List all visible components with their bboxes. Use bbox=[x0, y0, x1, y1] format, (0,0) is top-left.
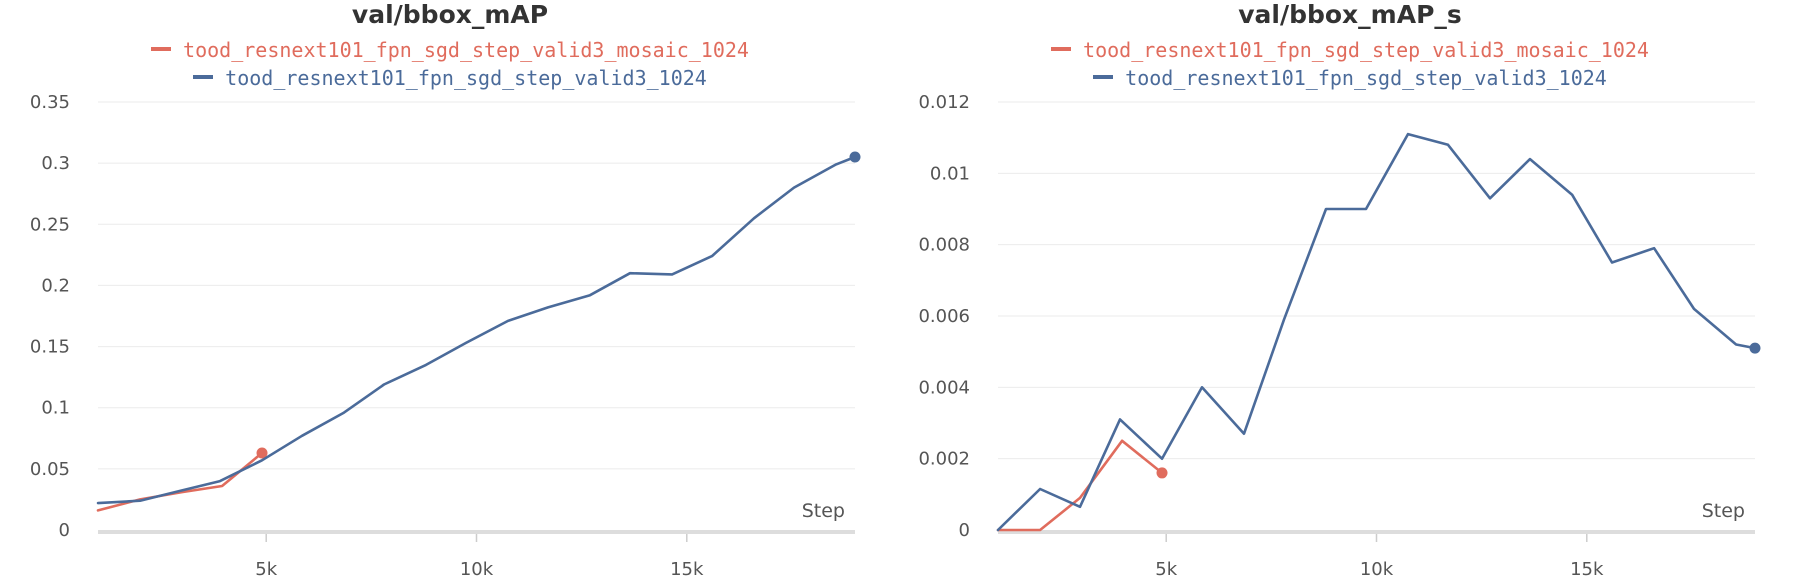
legend-label: tood_resnext101_fpn_sgd_step_valid3_mosa… bbox=[183, 38, 749, 62]
y-tick-label: 0.008 bbox=[918, 235, 970, 256]
chart-panel-bbox-map: val/bbox_mAP tood_resnext101_fpn_sgd_ste… bbox=[0, 0, 900, 585]
legend-entry-mosaic[interactable]: tood_resnext101_fpn_sgd_step_valid3_mosa… bbox=[900, 36, 1800, 64]
series-line-0 bbox=[996, 439, 1164, 532]
series-end-point-0 bbox=[1156, 467, 1168, 479]
y-tick-label: 0.15 bbox=[30, 337, 70, 358]
series-end-point-0 bbox=[256, 447, 268, 459]
legend-entry-baseline[interactable]: tood_resnext101_fpn_sgd_step_valid3_1024 bbox=[900, 64, 1800, 92]
legend-swatch-icon bbox=[1093, 74, 1114, 79]
plot-area[interactable]: 0 0.05 0.1 0.15 0.2 0.25 0.3 0.35 5k 10k 15k Step bbox=[0, 0, 900, 585]
series-end-point-1 bbox=[1749, 342, 1761, 354]
legend-entry-baseline[interactable]: tood_resnext101_fpn_sgd_step_valid3_1024 bbox=[0, 64, 900, 92]
series-line-1 bbox=[96, 155, 857, 505]
series-end-point-1 bbox=[849, 151, 861, 163]
y-tick-label: 0 bbox=[959, 520, 970, 541]
y-tick-label: 0.01 bbox=[930, 163, 970, 184]
legend-swatch-icon bbox=[1051, 46, 1072, 51]
x-axis-label: Step bbox=[802, 500, 845, 522]
legend-label: tood_resnext101_fpn_sgd_step_valid3_mosa… bbox=[1083, 38, 1649, 62]
x-axis-label: Step bbox=[1702, 500, 1745, 522]
legend: tood_resnext101_fpn_sgd_step_valid3_mosa… bbox=[0, 36, 900, 92]
x-tick-label: 15k bbox=[670, 559, 704, 580]
chart-title: val/bbox_mAP_s bbox=[1238, 0, 1462, 29]
y-tick-label: 0 bbox=[59, 520, 70, 541]
x-tick-label: 5k bbox=[1155, 559, 1177, 580]
y-tick-label: 0.2 bbox=[41, 275, 70, 296]
series-line-0 bbox=[96, 451, 264, 512]
y-tick-label: 0.002 bbox=[918, 449, 970, 470]
y-tick-label: 0.006 bbox=[918, 306, 970, 327]
x-tick-label: 15k bbox=[1570, 559, 1604, 580]
y-tick-label: 0.012 bbox=[918, 92, 970, 113]
y-tick-label: 0.25 bbox=[30, 214, 70, 235]
legend-label: tood_resnext101_fpn_sgd_step_valid3_1024 bbox=[1125, 66, 1607, 90]
y-tick-label: 0.05 bbox=[30, 459, 70, 480]
y-tick-label: 0.004 bbox=[918, 377, 970, 398]
y-tick-label: 0.1 bbox=[41, 398, 70, 419]
plot-area[interactable]: 0 0.002 0.004 0.006 0.008 0.01 0.012 5k 10k 15k St… bbox=[900, 0, 1800, 585]
chart-title: val/bbox_mAP bbox=[351, 0, 549, 29]
y-tick-label: 0.35 bbox=[30, 92, 70, 113]
y-tick-label: 0.3 bbox=[41, 153, 70, 174]
legend: tood_resnext101_fpn_sgd_step_valid3_mosa… bbox=[900, 36, 1800, 92]
x-tick-label: 5k bbox=[255, 559, 277, 580]
x-tick-label: 10k bbox=[1360, 559, 1394, 580]
legend-entry-mosaic[interactable]: tood_resnext101_fpn_sgd_step_valid3_mosa… bbox=[0, 36, 900, 64]
chart-panel-bbox-map-s: val/bbox_mAP_s tood_resnext101_fpn_sgd_s… bbox=[900, 0, 1800, 585]
legend-swatch-icon bbox=[151, 46, 172, 51]
x-tick-label: 10k bbox=[460, 559, 494, 580]
legend-label: tood_resnext101_fpn_sgd_step_valid3_1024 bbox=[225, 66, 707, 90]
series-line-1 bbox=[996, 132, 1757, 532]
legend-swatch-icon bbox=[193, 74, 214, 79]
